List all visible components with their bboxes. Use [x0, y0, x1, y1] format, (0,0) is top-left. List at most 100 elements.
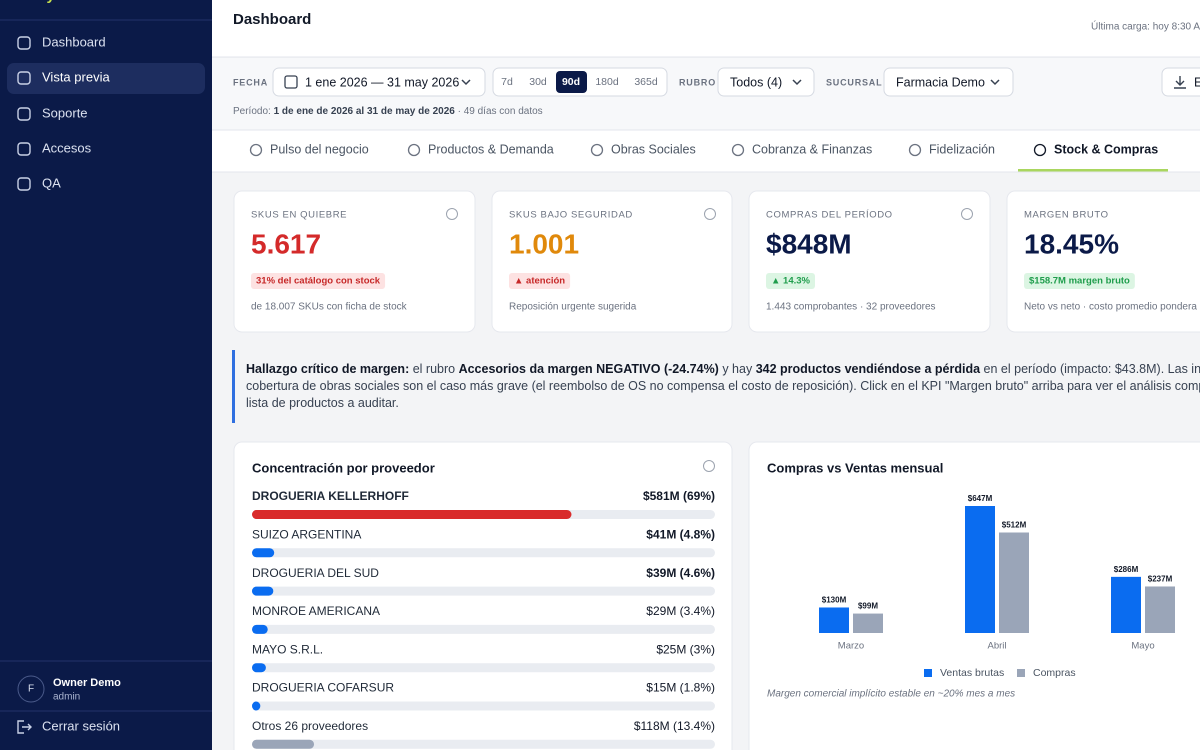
tab-icon: [1033, 143, 1047, 157]
card-title: Concentración por proveedor: [252, 460, 435, 475]
kpi-note: Neto vs neto · costo promedio pondera: [1024, 302, 1197, 313]
share-bar: [252, 586, 274, 596]
kpi-badge-bg: [509, 273, 571, 289]
provider-name: DROGUERIA KELLERHOFF: [252, 489, 409, 503]
kpi-label: COMPRAS DEL PERÍODO: [766, 210, 893, 221]
value-label: $647M: [968, 494, 993, 503]
header: [212, 0, 1200, 57]
legend-label: Compras: [1033, 667, 1076, 679]
kpi-badge-bg: [766, 273, 815, 289]
alert-text: en el período (impacto: $43.8M). Las ins…: [980, 362, 1200, 376]
share-track: [252, 548, 715, 558]
kpi-value: 5.617: [251, 228, 321, 259]
export-button: [1161, 67, 1200, 97]
tab-icon: [908, 143, 922, 157]
date-range[interactable]: 1 ene 2026 — 31 may 2026: [305, 75, 459, 89]
chevron: [990, 79, 1000, 86]
tab[interactable]: Stock & Compras: [1054, 142, 1158, 156]
tab[interactable]: Cobranza & Finanzas: [752, 142, 872, 156]
alert-text: cobertura de obras sociales son el caso …: [246, 379, 1200, 393]
alert-line: lista de productos a auditar.: [246, 396, 399, 410]
x-tick-label: Mayo: [1131, 641, 1154, 652]
avatar-initial: F: [28, 684, 34, 695]
bar: [819, 607, 849, 633]
provider-amount: $118M (13.4%): [634, 719, 715, 733]
export-label[interactable]: E: [1194, 75, 1200, 89]
kpi-badge-bg: [251, 273, 386, 289]
tab-underline: [1018, 169, 1168, 172]
date-button: [272, 67, 486, 97]
nav-item[interactable]: Soporte: [42, 105, 88, 120]
logout[interactable]: Cerrar sesión: [42, 718, 120, 733]
chevron: [792, 79, 802, 86]
nav-item[interactable]: Accesos: [42, 140, 92, 155]
provider-name: Otros 26 proveedores: [252, 719, 368, 733]
info-icon: [961, 208, 973, 220]
provider-name: MONROE AMERICANA: [252, 604, 380, 618]
range-option[interactable]: 365d: [634, 76, 658, 88]
bar: [853, 613, 883, 633]
range-option[interactable]: 180d: [595, 76, 619, 88]
kpi-label: MARGEN BRUTO: [1024, 210, 1109, 221]
provider-amount: $39M (4.6%): [646, 566, 715, 580]
kpi-value: 18.45%: [1024, 228, 1119, 259]
user-name: Owner Demo: [53, 677, 121, 689]
provider-amount: $581M (69%): [643, 489, 715, 503]
share-bar: [252, 624, 268, 634]
kpi-badge: 31% del catálogo con stock: [256, 276, 381, 287]
share-bar: [252, 739, 315, 749]
sucursal-value[interactable]: Farmacia Demo: [896, 75, 985, 89]
alert-text: lista de productos a auditar.: [246, 396, 399, 410]
rubro-button: [717, 67, 815, 97]
share-track: [252, 624, 715, 634]
download-icon: [1174, 76, 1186, 89]
alert-bar: [232, 350, 235, 423]
value-label: $237M: [1148, 575, 1173, 584]
nav-icon: [17, 36, 31, 50]
bar: [965, 506, 995, 633]
rubro-value[interactable]: Todos (4): [730, 75, 782, 89]
tab[interactable]: Pulso del negocio: [270, 142, 369, 156]
info-icon: [446, 208, 458, 220]
info-icon: [704, 208, 716, 220]
bar: [999, 532, 1029, 633]
chart-title: Compras vs Ventas mensual: [767, 460, 943, 475]
period: Período: 1 de ene de 2026 al 31 de may d…: [233, 106, 543, 117]
kpi-note: Reposición urgente sugerida: [509, 302, 637, 313]
chevron: [461, 79, 471, 86]
nav-item[interactable]: Dashboard: [42, 34, 106, 49]
provider-name: SUIZO ARGENTINA: [252, 527, 361, 541]
period-part: · 49 días con datos: [458, 106, 543, 117]
kpi-card: [491, 190, 733, 333]
kpi-note: 1.443 comprobantes · 32 proveedores: [766, 302, 936, 313]
kpi-value: $848M: [766, 228, 852, 259]
period-part: Período:: [233, 106, 271, 117]
alert-text: y hay: [719, 362, 756, 376]
range-active: [556, 71, 587, 93]
share-track: [252, 663, 715, 673]
tab[interactable]: Obras Sociales: [611, 142, 696, 156]
alert-text: Accesorios da margen NEGATIVO (-24.74%): [459, 362, 719, 376]
nav-item[interactable]: Vista previa: [42, 69, 110, 84]
filter-label: FECHA: [233, 77, 268, 87]
user-role: admin: [53, 692, 80, 703]
range-option[interactable]: 90d: [562, 76, 580, 88]
nav-item[interactable]: QA: [42, 175, 61, 190]
share-bar: [252, 701, 261, 711]
bar: [1111, 576, 1141, 633]
range-option[interactable]: 30d: [529, 76, 547, 88]
chart-note: Margen comercial implícito estable en ~2…: [767, 689, 1015, 700]
tab-bar: [212, 130, 1200, 172]
kpi-value: 1.001: [509, 228, 579, 259]
range-option[interactable]: 7d: [501, 76, 513, 88]
last-load: Última carga: hoy 8:30 A: [1091, 20, 1200, 33]
provider-name: DROGUERIA DEL SUD: [252, 566, 379, 580]
sidebar: [0, 0, 212, 750]
info-icon: [703, 460, 715, 472]
kpi-card: [233, 190, 476, 333]
tab[interactable]: Productos & Demanda: [428, 142, 554, 156]
kpi-label: SKUS EN QUIEBRE: [251, 210, 347, 221]
legend-swatch: [1017, 669, 1025, 677]
tab[interactable]: Fidelización: [929, 142, 995, 156]
